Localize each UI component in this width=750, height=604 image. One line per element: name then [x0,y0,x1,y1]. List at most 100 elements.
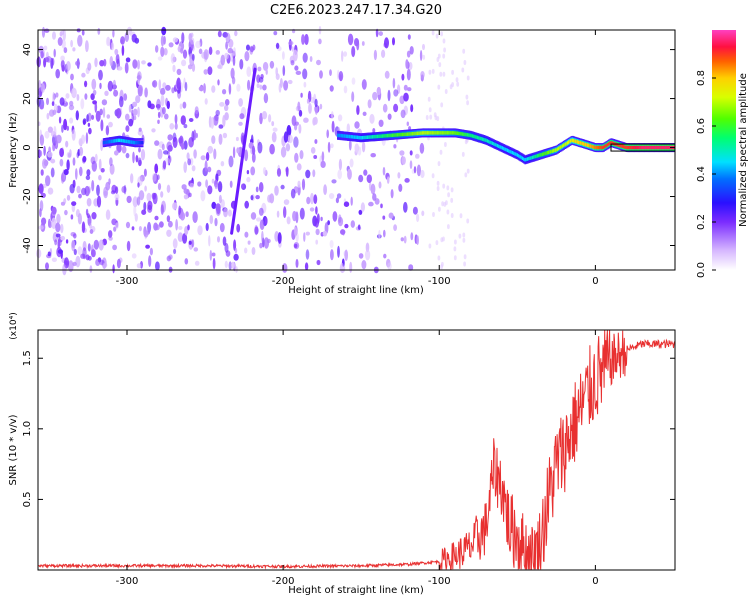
signal-cell [401,132,404,137]
noise-speckle [195,40,201,49]
signal-cell [491,141,494,145]
signal-cell [433,131,436,135]
noise-speckle [250,212,257,220]
noise-speckle [358,174,364,183]
noise-speckle [71,240,76,248]
signal-cell [380,134,383,138]
signal-cell [605,143,608,148]
noise-speckle [36,248,42,259]
signal-cell [643,145,645,150]
noise-speckle [105,125,110,136]
noise-speckle [116,258,121,269]
signal-cell [646,145,649,150]
noise-speckle [228,83,232,95]
noise-speckle [154,215,159,221]
noise-speckle [408,264,414,271]
noise-speckle [407,34,411,40]
noise-speckle [192,211,198,224]
y-tick-label: -20 [22,188,33,204]
noise-speckle [419,50,423,61]
signal-cell [556,147,559,151]
noise-speckle [349,158,354,168]
noise-speckle [188,118,194,122]
signal-cell [364,135,367,140]
noise-speckle [405,59,409,69]
noise-speckle [63,47,68,54]
noise-speckle [126,26,133,35]
signal-cell [518,154,521,158]
noise-speckle [141,60,146,65]
noise-speckle [120,36,125,45]
snr-panel: -300 -200 -100 0 0.5 1.0 1.5 Height of straig… [8,312,676,596]
signal-cell [525,157,528,162]
noise-speckle [224,104,229,112]
noise-speckle [166,229,172,237]
noise-speckle [138,127,142,132]
noise-speckle [358,253,364,259]
signal-cell [456,131,459,135]
signal-cell [599,145,602,150]
noise-speckle [298,109,303,117]
signal-cell [629,145,632,150]
signal-cell [413,131,416,136]
noise-speckle [215,109,220,117]
signal-cell [379,134,382,138]
noise-speckle [52,109,57,116]
noise-speckle [143,201,147,212]
signal-cell [348,134,351,139]
noise-speckle [47,251,51,257]
noise-speckle [297,101,301,112]
noise-speckle [299,150,304,160]
noise-speckle [247,79,251,91]
noise-speckle [403,201,408,213]
noise-speckle [57,37,63,46]
noise-speckle [296,163,302,171]
noise-speckle [86,197,92,207]
noise-speckle [56,213,61,224]
noise-speckle [100,139,104,152]
noise-speckle [189,182,195,188]
noise-speckle [181,143,185,150]
signal-cell [488,139,491,144]
noise-speckle [363,169,368,176]
noise-speckle [386,176,390,184]
noise-speckle [343,201,350,207]
noise-speckle [268,114,272,123]
noise-speckle [86,213,90,219]
noise-speckle [132,196,138,208]
noise-speckle [76,94,80,101]
signal-cell [337,133,339,138]
noise-speckle [438,206,441,212]
noise-speckle [274,185,279,196]
noise-speckle [84,93,88,100]
noise-speckle [105,36,111,47]
colorbar-tick-label: 0.2 [696,214,707,230]
noise-speckle [308,102,312,114]
noise-speckle [217,30,222,38]
noise-speckle [272,127,278,132]
noise-speckle [447,224,450,230]
noise-speckle [187,158,192,166]
noise-speckle [217,64,222,69]
signal-cell [531,155,534,160]
noise-speckle [285,166,289,177]
noise-speckle [220,54,226,66]
noise-speckle [234,30,238,37]
signal-cell [620,144,623,148]
noise-speckle [315,206,318,215]
signal-cell [420,131,423,135]
signal-cell [475,135,478,139]
signal-cell [601,145,604,150]
signal-cell [423,131,426,135]
noise-speckle [161,26,167,36]
signal-cell [649,145,652,150]
noise-speckle [393,103,399,113]
noise-speckle [318,38,322,45]
noise-speckle [71,201,77,207]
signal-cell [545,151,548,155]
signal-cell [122,139,125,143]
noise-speckle [456,81,460,87]
signal-cell [520,155,523,160]
signal-cell [451,131,454,135]
